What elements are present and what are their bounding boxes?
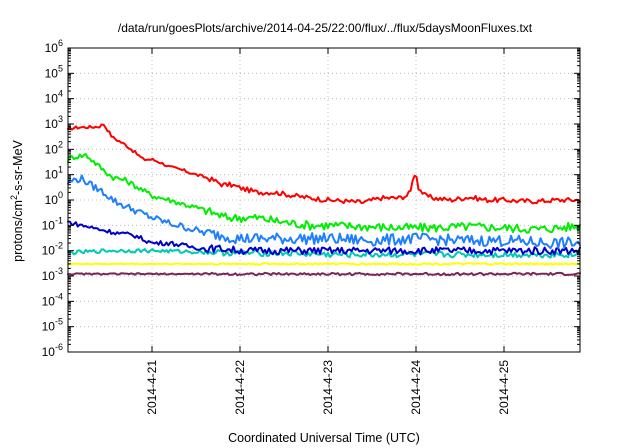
series-line-4 xyxy=(67,220,581,256)
chart-title: /data/run/goesPlots/archive/2014-04-25/2… xyxy=(118,21,533,35)
y-tick-label: 10-4 xyxy=(42,291,63,308)
y-tick-label: 105 xyxy=(45,63,63,80)
y-axis-label: protons/cm2-s-sr-MeV xyxy=(9,139,25,261)
y-tick-label: 101 xyxy=(45,165,63,182)
grid xyxy=(68,48,580,352)
x-tick-label: 2014-4-21 xyxy=(145,360,159,415)
y-tick-label: 104 xyxy=(45,89,63,106)
x-tick-label: 2014-4-22 xyxy=(233,360,247,415)
x-axis-label: Coordinated Universal Time (UTC) xyxy=(228,431,420,445)
series-line-1 xyxy=(67,123,581,205)
y-tick-label: 10-3 xyxy=(42,266,63,283)
ticks xyxy=(68,47,580,353)
y-tick-label: 100 xyxy=(45,190,63,207)
y-tick-labels: 10-6 10-5 10-4 10-3 10-2 10-1 100 101 102 103 104 1… xyxy=(42,38,63,359)
y-tick-label: 10-5 xyxy=(42,317,63,334)
series-line-6 xyxy=(67,262,581,266)
y-tick-label: 102 xyxy=(45,139,63,156)
y-tick-label: 10-2 xyxy=(42,241,63,258)
y-tick-label: 106 xyxy=(45,38,63,55)
x-tick-label: 2014-4-24 xyxy=(409,360,423,415)
series-line-5 xyxy=(67,248,581,259)
x-tick-label: 2014-4-23 xyxy=(321,360,335,415)
series-line-2 xyxy=(67,153,581,234)
series-layer xyxy=(67,123,581,277)
x-tick-labels: 2014-4-21 2014-4-22 2014-4-23 2014-4-24 2014… xyxy=(145,360,511,415)
series-line-7 xyxy=(67,271,581,277)
x-tick-label: 2014-4-25 xyxy=(497,360,511,415)
y-tick-label: 10-1 xyxy=(42,215,63,232)
y-tick-label: 10-6 xyxy=(42,342,63,359)
y-tick-label: 103 xyxy=(45,114,63,131)
series-line-3 xyxy=(67,174,581,250)
